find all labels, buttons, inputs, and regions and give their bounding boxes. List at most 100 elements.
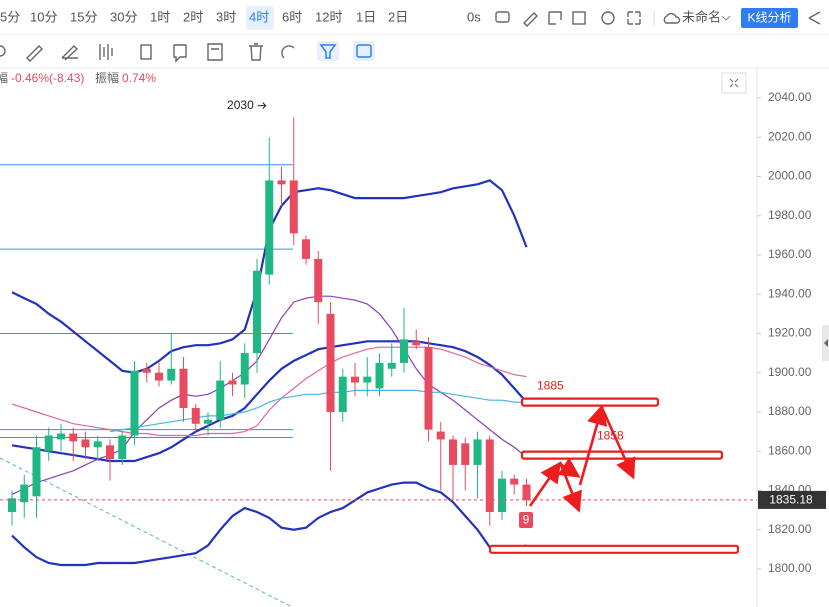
candle-body xyxy=(142,368,151,373)
candle-body xyxy=(20,484,29,503)
drawn-arrow xyxy=(528,461,561,507)
candle-body xyxy=(57,433,65,440)
y-tick-label: 1860.00 xyxy=(768,443,812,457)
share-icon[interactable] xyxy=(808,11,821,25)
candle-body xyxy=(130,370,139,436)
interval-button[interactable]: 15分 xyxy=(70,9,97,24)
trash-icon[interactable] xyxy=(249,43,263,61)
active-interval-bg xyxy=(246,6,274,30)
y-tick-label: 2040.00 xyxy=(768,90,812,104)
level-label: 1885 xyxy=(537,378,564,392)
last-price-label: 1835.18 xyxy=(769,493,813,507)
expand-icon[interactable] xyxy=(729,78,739,88)
candle-body xyxy=(449,439,457,465)
candle-body xyxy=(412,341,421,346)
pen-icon[interactable] xyxy=(523,12,538,27)
candle-body xyxy=(8,498,16,513)
candle-body xyxy=(473,439,482,465)
change-value: -0.46%(-8.43) xyxy=(11,71,84,85)
top-toolbar xyxy=(0,0,829,35)
layer-icon[interactable] xyxy=(207,43,223,61)
interval-button[interactable]: 4时 xyxy=(249,9,269,24)
comment-icon[interactable] xyxy=(173,44,187,63)
high-label: 2030 xyxy=(227,98,254,112)
drawn-arrow xyxy=(557,457,581,478)
candle-icon[interactable] xyxy=(99,44,113,60)
level-label: 1858 xyxy=(597,428,624,442)
candle-body xyxy=(326,313,335,412)
candle-body xyxy=(191,408,200,424)
level-box xyxy=(488,544,740,554)
y-tick-label: 2000.00 xyxy=(768,169,812,183)
candle-body xyxy=(106,445,114,460)
interval-button[interactable]: 5分 xyxy=(0,9,20,24)
y-tick-label: 1900.00 xyxy=(768,365,812,379)
change-label: 幅 xyxy=(0,70,8,85)
y-tick-label: 1960.00 xyxy=(768,247,812,261)
y-tick-label: 1820.00 xyxy=(768,522,812,536)
candle-body xyxy=(155,372,163,381)
candle-body xyxy=(253,270,261,354)
badge xyxy=(519,512,533,528)
candle-body xyxy=(240,353,249,385)
interval-button[interactable]: 1时 xyxy=(150,9,170,24)
candle-body xyxy=(424,347,433,430)
candle-body xyxy=(302,239,310,259)
candle-body xyxy=(498,478,506,513)
toolbar-icons xyxy=(495,10,681,27)
side-tab-arrow[interactable] xyxy=(824,339,828,347)
filter-icon[interactable] xyxy=(319,44,337,59)
interval-button[interactable]: 12时 xyxy=(315,9,342,24)
candle-body xyxy=(216,380,225,420)
magnet-icon[interactable] xyxy=(281,45,295,59)
tool-icon[interactable] xyxy=(0,45,6,57)
candle-body xyxy=(387,362,396,369)
fullscreen-icon[interactable] xyxy=(627,11,641,25)
candle-body xyxy=(375,362,384,389)
interval-button[interactable]: 3时 xyxy=(216,9,236,24)
amplitude-value: 0.74% xyxy=(122,71,156,85)
level-box xyxy=(520,397,660,407)
analysis-button-label[interactable]: K线分析 xyxy=(747,11,791,25)
layout-name[interactable]: 未命名 xyxy=(682,9,721,24)
expand-button[interactable] xyxy=(721,72,747,94)
candle-body xyxy=(81,439,90,448)
candle-body xyxy=(363,376,372,383)
sync-icon[interactable] xyxy=(356,44,372,58)
ruler-icon[interactable] xyxy=(26,45,43,62)
camera-icon[interactable] xyxy=(495,11,510,23)
candle-body xyxy=(314,258,323,303)
candle-body xyxy=(277,180,286,185)
indicator-icon[interactable] xyxy=(572,11,586,25)
candle-body xyxy=(351,376,359,383)
y-tick-label: 2020.00 xyxy=(768,129,812,143)
drawn-arrow xyxy=(601,409,636,480)
brush-icon[interactable] xyxy=(61,45,79,61)
candle-body xyxy=(44,435,53,452)
candle-body xyxy=(338,376,347,412)
note-icon[interactable] xyxy=(140,44,152,60)
active-tool-bg xyxy=(353,41,375,61)
dropdown-caret[interactable] xyxy=(721,15,731,21)
amplitude-label: 振幅 xyxy=(95,70,119,85)
badge-label: 9 xyxy=(523,513,530,527)
settings-icon[interactable] xyxy=(601,11,615,25)
candle-body xyxy=(228,380,237,385)
candle-body xyxy=(204,419,212,424)
compare-icon[interactable] xyxy=(548,11,562,25)
candle-body xyxy=(522,484,531,501)
interval-button[interactable]: 10分 xyxy=(30,9,57,24)
candle-body xyxy=(265,180,274,275)
interval-button[interactable]: 2日 xyxy=(388,9,408,24)
candle-body xyxy=(289,180,298,234)
interval-button[interactable]: 30分 xyxy=(110,9,137,24)
analysis-button[interactable] xyxy=(741,8,798,28)
interval-button[interactable]: 1日 xyxy=(356,9,376,24)
interval-button[interactable]: 6时 xyxy=(282,9,302,24)
interval-button[interactable]: 2时 xyxy=(183,9,203,24)
candle-body xyxy=(93,441,102,448)
y-tick-label: 1800.00 xyxy=(768,561,812,575)
candle-body xyxy=(167,368,176,381)
indicator-line xyxy=(11,481,527,567)
